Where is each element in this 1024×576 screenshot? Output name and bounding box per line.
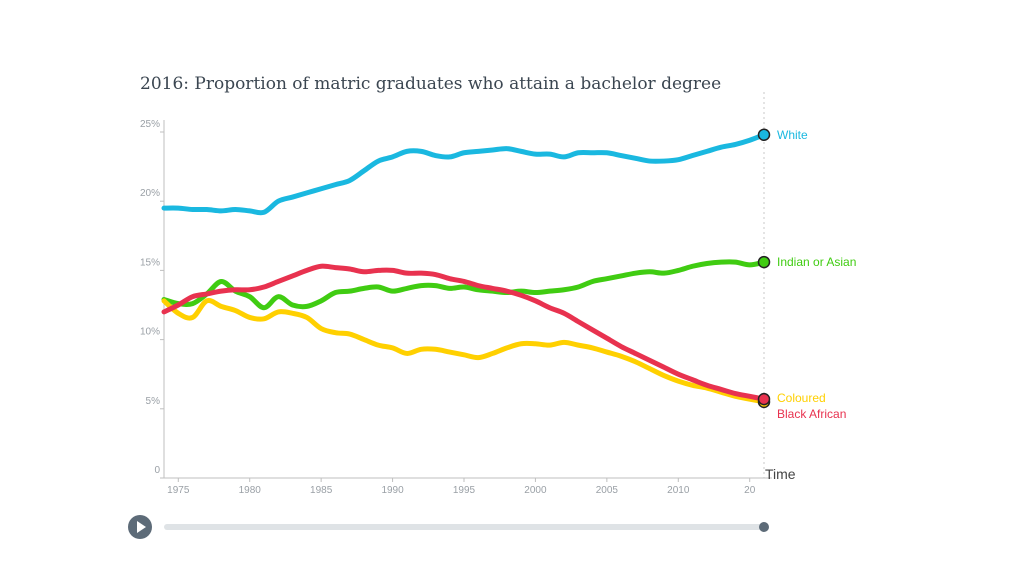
series-end-markers[interactable] [757,128,771,409]
timeline-player [128,515,778,539]
x-tick-label: 1990 [381,485,404,496]
x-tick-label: 1980 [239,485,262,496]
series-label-coloured: Coloured [777,391,826,405]
timeline-handle[interactable] [759,522,769,532]
x-tick-label: 1975 [167,485,190,496]
chart-title: 2016: Proportion of matric graduates who… [140,74,721,94]
series-marker-indian-or-asian[interactable] [757,255,771,269]
series-line-coloured [161,298,767,405]
play-icon [137,521,146,533]
y-axis-ticks: 0 5% 10% 15% 20% 25% [140,119,164,479]
series-marker-black-african[interactable] [757,392,771,406]
x-tick-label: 1985 [310,485,333,496]
y-tick-label: 15% [140,257,160,268]
series-end-labels: White Indian or Asian Coloured Black Africa… [777,128,856,421]
x-tick-label: 2005 [596,485,619,496]
series-marker-white[interactable] [757,128,771,142]
y-tick-label: 5% [146,396,161,407]
series-label-white: White [777,128,808,142]
play-button[interactable] [128,515,152,539]
series-label-black-african: Black African [777,407,846,421]
y-tick-label: 0 [154,465,160,476]
series-lines [161,132,767,405]
x-tick-label: 2010 [667,485,690,496]
timeline-track[interactable] [164,524,764,530]
y-tick-label: 10% [140,327,160,338]
series-line-black-african [161,263,767,402]
x-axis-title: Time [765,466,796,482]
series-label-indian-or-asian: Indian or Asian [777,255,856,269]
y-tick-label: 20% [140,188,160,199]
x-tick-label: 1995 [453,485,476,496]
x-tick-label: 20 [744,485,756,496]
x-tick-label: 2000 [524,485,547,496]
x-axis-ticks: 1975 1980 1985 1990 1995 2000 2005 2010 20 [167,478,756,496]
series-line-indian-or-asian [161,259,767,311]
y-tick-label: 25% [140,119,160,130]
series-line-white [161,132,767,216]
